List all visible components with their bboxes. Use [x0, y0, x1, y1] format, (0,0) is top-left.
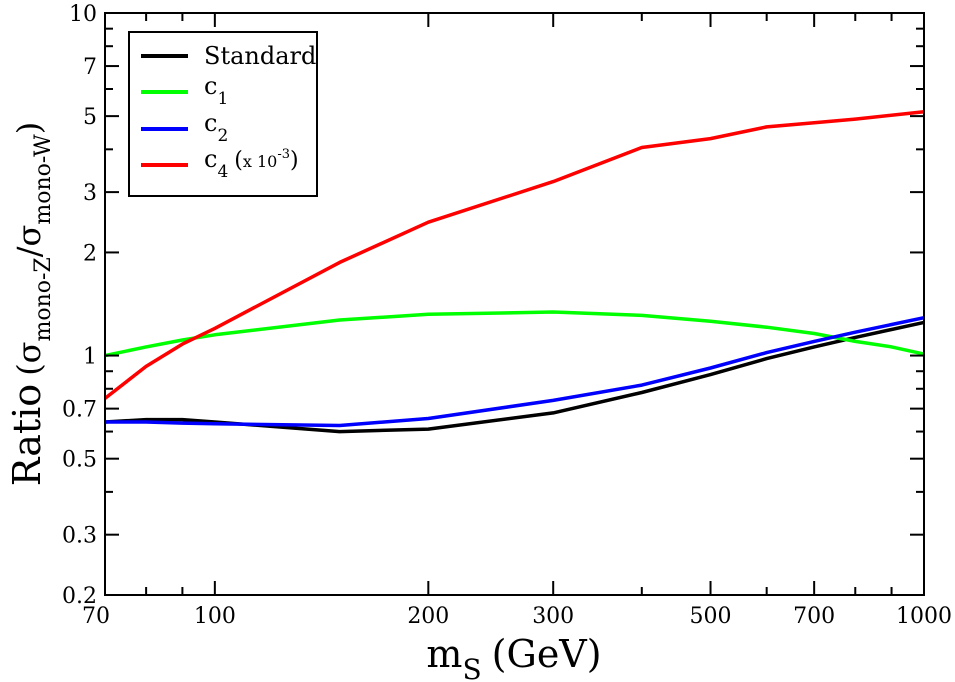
plot-frame: [104, 12, 925, 596]
y-tick-label: 5: [83, 105, 97, 130]
x-tick-label: 1000: [896, 604, 952, 629]
x-tick-label: 300: [532, 604, 574, 629]
y-axis-title-slash: /: [10, 246, 48, 257]
legend-label-c4-main: c: [204, 145, 217, 173]
y-axis-title-sigma1: σ: [10, 341, 48, 363]
legend-box: [128, 31, 318, 197]
x-axis-title-sub: S: [462, 653, 481, 682]
y-tick-label: 1: [83, 345, 97, 370]
tick-labels-layer: 70 100 200 300 500 700 1000 0.2 0.3 0.5 0.7 1 2 3 5 7 10: [62, 2, 952, 629]
legend-label-c1-main: c: [204, 72, 217, 100]
x-tick-label: 200: [407, 604, 449, 629]
x-tick-label: 500: [690, 604, 732, 629]
legend-label-c4: c4 (x 10-3): [204, 145, 299, 182]
x-axis-title-main: m: [426, 632, 462, 676]
y-tick-label: 3: [83, 181, 97, 206]
y-tick-label: 0.3: [62, 524, 97, 549]
x-tick-label: 100: [194, 604, 236, 629]
y-tick-label: 2: [83, 241, 97, 266]
legend-label-standard: Standard: [204, 42, 316, 70]
series-line-c4: [103, 109, 925, 400]
y-axis-title-sub1: mono-Z: [31, 257, 56, 341]
legend: Standard c1 c2 c4 (x 10-3): [128, 31, 318, 197]
legend-label-c1-sub: 1: [217, 89, 228, 109]
ticks-layer: [104, 12, 925, 596]
y-tick-label: 7: [83, 55, 97, 80]
x-axis-title: mS (GeV): [426, 632, 601, 682]
legend-label-c4-sub: 4: [217, 162, 228, 182]
y-tick-label: 0.7: [62, 398, 97, 423]
series-line-c2: [105, 315, 925, 428]
y-tick-label: 0.5: [62, 448, 97, 473]
y-tick-label: 10: [69, 2, 97, 27]
legend-label-c2-main: c: [204, 109, 217, 137]
series-line-standard: [104, 320, 925, 434]
y-axis-title-open: (: [10, 363, 48, 375]
x-tick-label: 700: [793, 604, 835, 629]
y-tick-label: 0.2: [62, 584, 97, 609]
legend-label-c4-scale: x 10: [243, 152, 277, 171]
x-axis-title-unit: (GeV): [492, 632, 602, 676]
y-axis-title-sigma2: σ: [10, 225, 48, 247]
legend-label-c4-exp: -3: [277, 147, 290, 162]
series-line-c1: [104, 310, 925, 358]
y-axis-title-close: ): [10, 122, 48, 134]
legend-label-c4-open: (: [234, 148, 243, 173]
legend-label-c2-sub: 2: [217, 126, 228, 146]
y-axis-title: Ratio(σmono-Z/σmono-W): [5, 122, 56, 487]
legend-label-c4-close: ): [290, 148, 299, 173]
y-axis-title-main: Ratio: [5, 384, 49, 486]
legend-label-c2: c2: [204, 109, 228, 146]
series-layer: [103, 109, 925, 434]
legend-label-c1: c1: [204, 72, 228, 109]
x-tick-label: 70: [82, 604, 110, 629]
y-axis-title-sub2: mono-W: [31, 134, 56, 225]
